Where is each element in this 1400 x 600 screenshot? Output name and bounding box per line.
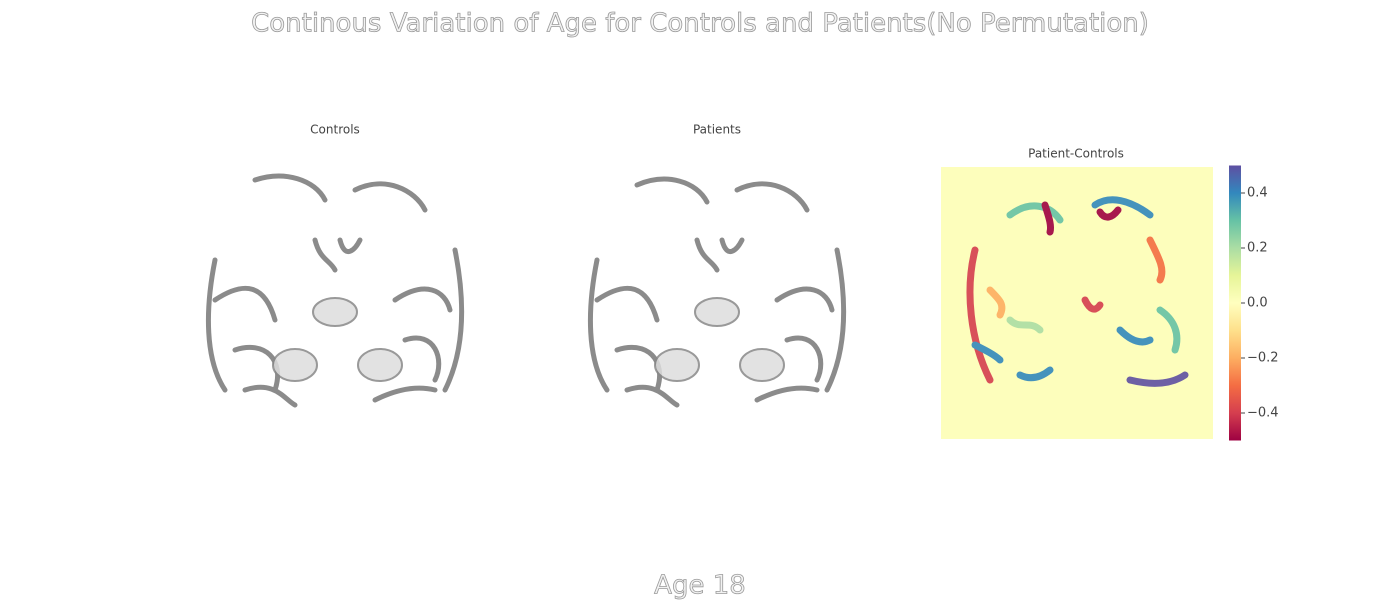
panel-title: Controls	[310, 123, 360, 137]
figure-title: Continous Variation of Age for Controls …	[251, 9, 1149, 39]
colorbar-tick-label: −0.4	[1247, 406, 1279, 421]
panel-title: Patient-Controls	[1028, 147, 1124, 161]
footer: Age 18	[654, 571, 746, 600]
colorbar-tick-label: −0.2	[1247, 351, 1279, 366]
controls-image	[205, 173, 465, 408]
colorbar-tick-label: 0.4	[1247, 186, 1268, 201]
colorbar	[1229, 165, 1241, 441]
colorbar-tick-label: 0.2	[1247, 241, 1268, 256]
colorbar-tick-label: 0.0	[1247, 296, 1268, 311]
panel-title: Patients	[693, 123, 741, 137]
patients-image	[587, 176, 847, 408]
difference-image	[941, 167, 1213, 439]
